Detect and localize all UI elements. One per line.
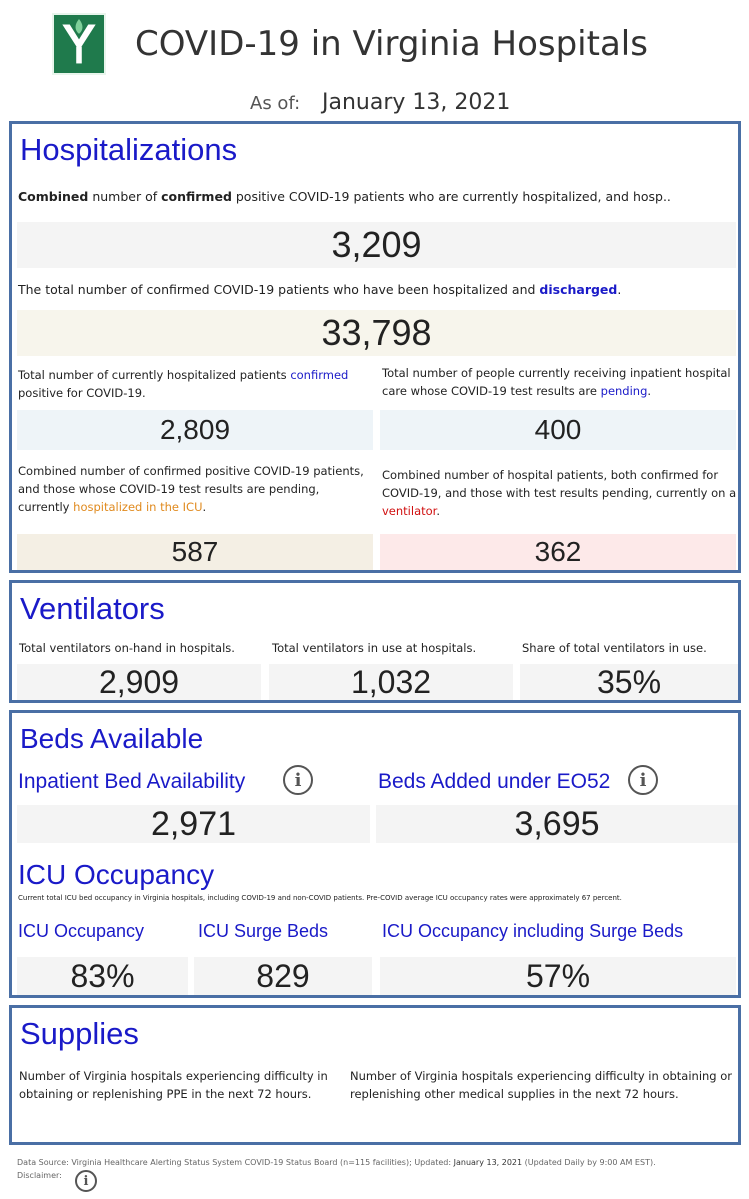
ventilator-patients-value: 362 bbox=[380, 534, 736, 570]
confirmed-value: 2,809 bbox=[17, 410, 373, 450]
beds-title: Beds Available bbox=[20, 723, 204, 754]
inuse-label: Total ventilators in use at hospitals. bbox=[272, 641, 477, 655]
confirmed-description: Total number of currently hospitalized p… bbox=[18, 368, 349, 400]
ventilators-title: Ventilators bbox=[20, 591, 165, 626]
pending-value: 400 bbox=[380, 410, 736, 450]
combined-value: 3,209 bbox=[17, 222, 736, 268]
surge-beds-value: 829 bbox=[194, 957, 372, 995]
surge-beds-label: ICU Surge Beds bbox=[198, 921, 329, 941]
inuse-value: 1,032 bbox=[269, 664, 513, 700]
hospitalizations-panel: Hospitalizations Combined number of conf… bbox=[9, 121, 741, 573]
as-of-date: January 13, 2021 bbox=[322, 90, 511, 115]
share-value: 35% bbox=[520, 664, 738, 700]
discharged-description: The total number of confirmed COVID-19 p… bbox=[18, 282, 622, 297]
data-source-footer: Data Source: Virginia Healthcare Alertin… bbox=[17, 1158, 656, 1167]
hospitalizations-title: Hospitalizations bbox=[20, 132, 238, 167]
ventilators-panel: Ventilators Total ventilators on-hand in… bbox=[9, 580, 741, 703]
discharged-value: 33,798 bbox=[17, 310, 736, 356]
eo52-info-icon[interactable]: i bbox=[628, 765, 658, 795]
icu-value: 587 bbox=[17, 534, 373, 570]
combined-description: Combined number of confirmed positive CO… bbox=[18, 189, 671, 204]
supplies-title: Supplies bbox=[20, 1016, 139, 1051]
header: COVID-19 in Virginia Hospitals As of: Ja… bbox=[0, 0, 749, 120]
inpatient-value: 2,971 bbox=[17, 805, 370, 843]
inpatient-info-icon[interactable]: i bbox=[283, 765, 313, 795]
supplies-panel: Supplies Number of Virginia hospitals ex… bbox=[9, 1005, 741, 1145]
occupancy-including-surge-label: ICU Occupancy including Surge Beds bbox=[382, 921, 684, 941]
share-label: Share of total ventilators in use. bbox=[522, 641, 707, 655]
as-of-label: As of: bbox=[250, 93, 301, 114]
vhha-logo-icon bbox=[52, 13, 106, 75]
ventilator-description: Combined number of hospital patients, bo… bbox=[382, 468, 737, 518]
ppe-description: Number of Virginia hospitals experiencin… bbox=[19, 1069, 328, 1101]
onhand-value: 2,909 bbox=[17, 664, 261, 700]
disclaimer-label: Disclaimer: bbox=[17, 1171, 62, 1180]
icu-description: Combined number of confirmed positive CO… bbox=[18, 464, 364, 514]
onhand-label: Total ventilators on-hand in hospitals. bbox=[19, 641, 235, 655]
pending-description: Total number of people currently receivi… bbox=[382, 366, 731, 398]
other-supplies-description: Number of Virginia hospitals experiencin… bbox=[350, 1069, 733, 1101]
icu-occupancy-description: Current total ICU bed occupancy in Virgi… bbox=[18, 894, 622, 902]
beds-panel: Beds Available Inpatient Bed Availabilit… bbox=[9, 710, 741, 998]
icu-occupancy-value: 83% bbox=[17, 957, 188, 995]
eo52-value: 3,695 bbox=[376, 805, 738, 843]
icu-occupancy-label: ICU Occupancy bbox=[18, 921, 145, 941]
icu-occupancy-title: ICU Occupancy bbox=[18, 859, 215, 890]
page-title: COVID-19 in Virginia Hospitals bbox=[135, 24, 648, 64]
inpatient-label: Inpatient Bed Availability bbox=[18, 770, 246, 793]
eo52-label: Beds Added under EO52 bbox=[378, 770, 611, 793]
occupancy-including-surge-value: 57% bbox=[380, 957, 736, 995]
disclaimer-info-icon[interactable]: i bbox=[75, 1170, 97, 1192]
